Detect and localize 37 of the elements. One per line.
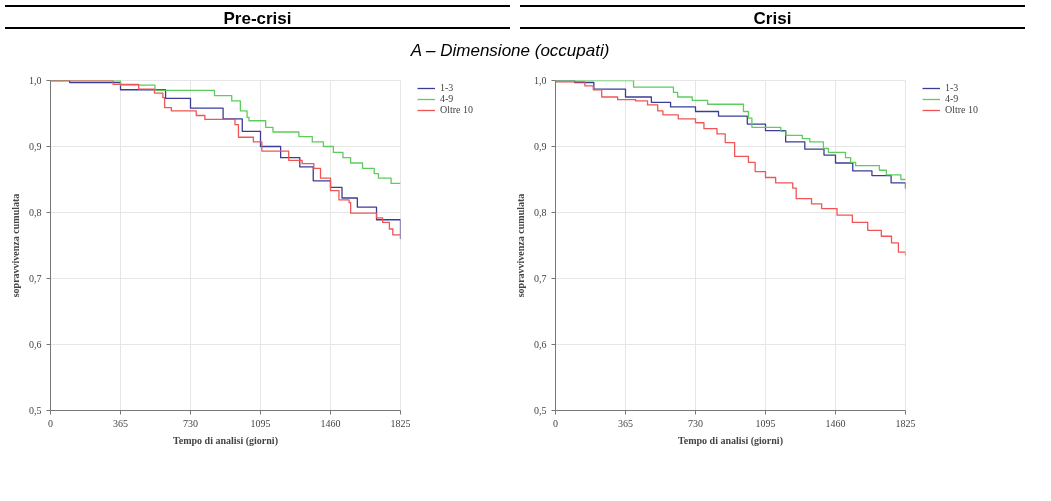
x-tick-label: 365 xyxy=(113,417,128,429)
x-axis-title: Tempo di analisi (giorni) xyxy=(173,434,278,447)
legend-label: 4-9 xyxy=(945,93,960,104)
x-tick-label: 0 xyxy=(48,417,53,429)
y-tick-label: 0,7 xyxy=(534,273,547,284)
legend-label: 1-3 xyxy=(440,82,455,93)
y-tick-label: 0,6 xyxy=(534,339,547,350)
x-tick-label: 730 xyxy=(688,417,703,429)
x-tick-label: 365 xyxy=(618,417,633,429)
y-tick-label: 0,6 xyxy=(29,339,42,350)
legend-label: 1-3 xyxy=(945,82,960,93)
y-tick-label: 1,0 xyxy=(534,75,547,86)
chart-title: Crisi xyxy=(753,8,792,30)
legend-label: Oltre 10 xyxy=(945,104,979,115)
y-tick-label: 0,8 xyxy=(29,207,42,218)
x-tick-label: 0 xyxy=(553,417,558,429)
x-tick-label: 1825 xyxy=(895,417,916,429)
x-tick-label: 730 xyxy=(183,417,198,429)
x-tick-label: 1825 xyxy=(390,417,411,429)
x-tick-label: 1095 xyxy=(755,417,776,429)
chart-title: Pre-crisi xyxy=(223,8,292,30)
y-tick-label: 0,9 xyxy=(29,141,42,152)
x-tick-label: 1095 xyxy=(250,417,271,429)
y-axis-title: sopravvivenza cumulata xyxy=(10,193,21,298)
legend-label: 4-9 xyxy=(440,93,455,104)
x-tick-label: 1460 xyxy=(825,417,846,429)
legend-label: Oltre 10 xyxy=(440,104,474,115)
x-axis-title: Tempo di analisi (giorni) xyxy=(678,434,783,447)
y-tick-label: 1,0 xyxy=(29,75,42,86)
y-axis-title: sopravvivenza cumulata xyxy=(515,193,526,298)
text: A – Dimensione (occupati) xyxy=(410,40,610,62)
y-tick-label: 0,8 xyxy=(534,207,547,218)
y-tick-label: 0,7 xyxy=(29,273,42,284)
y-tick-label: 0,5 xyxy=(29,405,42,416)
y-tick-label: 0,5 xyxy=(534,405,547,416)
y-tick-label: 0,9 xyxy=(534,141,547,152)
x-tick-label: 1460 xyxy=(320,417,341,429)
